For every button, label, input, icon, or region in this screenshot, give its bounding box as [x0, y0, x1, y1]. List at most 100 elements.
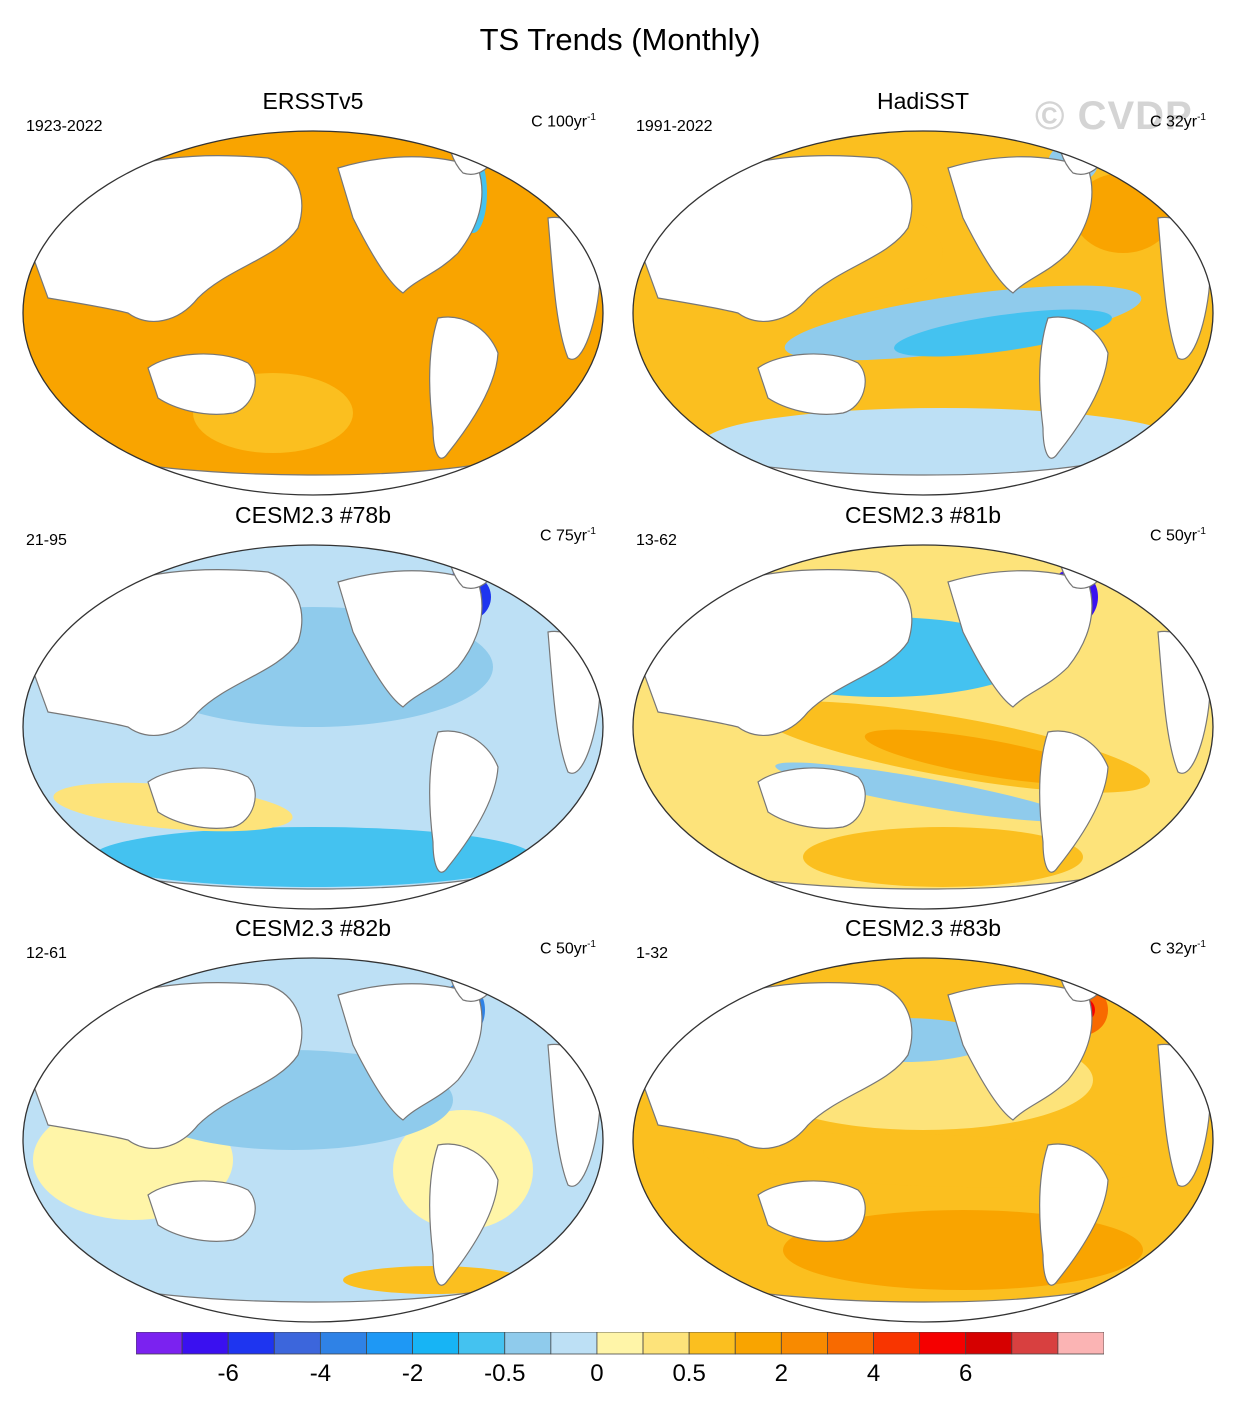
panel-units: C 50yr-1: [540, 939, 596, 958]
map-panel: ERSSTv5 1923-2022 C 100yr-1: [8, 88, 618, 496]
panel-title: CESM2.3 #82b: [235, 915, 391, 941]
colorbar-tick-label: 4: [866, 1360, 881, 1387]
panel-units: C 32yr-1: [1150, 939, 1206, 958]
colorbar-swatch: [827, 1332, 874, 1355]
robinson-map: [22, 957, 604, 1323]
colorbar-swatch: [873, 1332, 921, 1355]
australia-landmass: [757, 1180, 866, 1242]
north-america-landmass: [947, 156, 1093, 294]
map-panel: HadiSST 1991-2022 C 32yr-1: [618, 88, 1228, 496]
map-panel: CESM2.3 #78b 21-95 C 75yr-1: [8, 502, 618, 910]
map-border: [22, 544, 604, 910]
colorbar: [136, 1332, 1104, 1355]
units-base: C 50yr: [539, 940, 588, 958]
units-exponent: -1: [1197, 526, 1206, 537]
trend-anomaly-region: [703, 1132, 1143, 1188]
south-america-landmass: [1039, 1143, 1109, 1286]
north-america-landmass: [337, 983, 483, 1121]
south-america-landmass: [429, 316, 499, 459]
colorbar-swatch: [136, 1332, 183, 1355]
map-border: [632, 544, 1214, 910]
south-america-landmass: [1039, 316, 1109, 459]
map-border: [632, 957, 1214, 1323]
colorbar-swatch: [273, 1332, 321, 1355]
australia-landmass: [757, 353, 866, 415]
colorbar-tick-label: -4: [309, 1360, 332, 1387]
panel-period: 1991-2022: [636, 118, 713, 135]
colorbar-tick-label: -6: [217, 1360, 239, 1387]
panel-units: C 50yr-1: [1150, 526, 1206, 545]
panel-period: 1-32: [636, 945, 669, 962]
units-exponent: -1: [587, 112, 596, 123]
panel-units: C 32yr-1: [1150, 112, 1206, 131]
colorbar-tick-label: 6: [959, 1360, 973, 1387]
south-america-landmass: [429, 1143, 499, 1286]
units-base: C 50yr: [1149, 527, 1198, 545]
colorbar-swatch: [596, 1332, 644, 1355]
panel-period: 21-95: [26, 532, 67, 549]
units-exponent: -1: [587, 939, 596, 950]
units-base: C 100yr: [531, 113, 588, 131]
panel-period: 13-62: [636, 532, 677, 549]
robinson-map: [632, 130, 1214, 496]
robinson-map: [22, 544, 604, 910]
panel-period: 12-61: [26, 945, 67, 962]
north-america-landmass: [337, 570, 483, 708]
map-border: [22, 130, 604, 496]
map-panel: CESM2.3 #83b 1-32 C 32yr-1: [618, 915, 1228, 1323]
map-border: [632, 130, 1214, 496]
panel-title: CESM2.3 #81b: [845, 502, 1001, 528]
units-exponent: -1: [587, 526, 596, 537]
trend-anomaly-region: [93, 827, 533, 887]
panel-title: ERSSTv5: [262, 88, 364, 114]
map-panel: CESM2.3 #82b 12-61 C 50yr-1: [8, 915, 618, 1323]
colorbar-swatch: [366, 1332, 413, 1355]
panel-title: CESM2.3 #83b: [845, 915, 1001, 941]
units-exponent: -1: [1197, 939, 1206, 950]
cvdp-watermark: © CVDP: [1035, 94, 1193, 138]
colorbar-tick-label: 0: [590, 1360, 604, 1387]
colorbar-tick-label: -2: [401, 1360, 424, 1387]
map-panel: CESM2.3 #81b 13-62 C 50yr-1: [618, 502, 1228, 910]
colorbar-swatch: [412, 1332, 460, 1355]
australia-landmass: [147, 1180, 256, 1242]
figure-title: TS Trends (Monthly): [479, 22, 761, 57]
north-america-landmass: [337, 156, 483, 294]
colorbar-tick-label: -0.5: [484, 1360, 526, 1387]
units-base: C 32yr: [1149, 940, 1198, 958]
panel-units: C 75yr-1: [540, 526, 596, 545]
map-border: [22, 957, 604, 1323]
south-america-landmass: [429, 730, 499, 873]
australia-landmass: [757, 767, 866, 829]
colorbar-tick-label: 0.5: [672, 1360, 706, 1387]
units-base: C 75yr: [539, 527, 588, 545]
colorbar-swatch: [319, 1332, 367, 1355]
robinson-map: [632, 957, 1214, 1323]
colorbar-swatch: [642, 1332, 690, 1355]
colorbar-swatch: [1057, 1332, 1104, 1355]
units-base: C 32yr: [1149, 113, 1198, 131]
colorbar-swatch: [550, 1332, 598, 1355]
colorbar-swatch: [458, 1332, 506, 1355]
colorbar-swatch: [1011, 1332, 1059, 1355]
north-america-landmass: [947, 570, 1093, 708]
colorbar-swatch: [780, 1332, 828, 1355]
colorbar-swatch: [688, 1332, 736, 1355]
south-america-landmass: [1039, 730, 1109, 873]
colorbar-swatch: [919, 1332, 967, 1355]
trend-anomaly-region: [803, 827, 1083, 887]
australia-landmass: [147, 353, 256, 415]
panel-units: C 100yr-1: [531, 112, 596, 131]
colorbar-swatch: [504, 1332, 552, 1355]
panel-title: HadiSST: [876, 88, 970, 114]
north-america-landmass: [947, 983, 1093, 1121]
colorbar-swatch: [965, 1332, 1013, 1355]
panel-title: CESM2.3 #78b: [235, 502, 391, 528]
colorbar-tick-label: 2: [774, 1360, 789, 1387]
trend-anomaly-region: [343, 1266, 523, 1294]
robinson-map: [22, 130, 604, 496]
panel-period: 1923-2022: [26, 118, 103, 135]
units-exponent: -1: [1197, 112, 1206, 123]
australia-landmass: [147, 767, 256, 829]
colorbar-swatch: [734, 1332, 782, 1355]
